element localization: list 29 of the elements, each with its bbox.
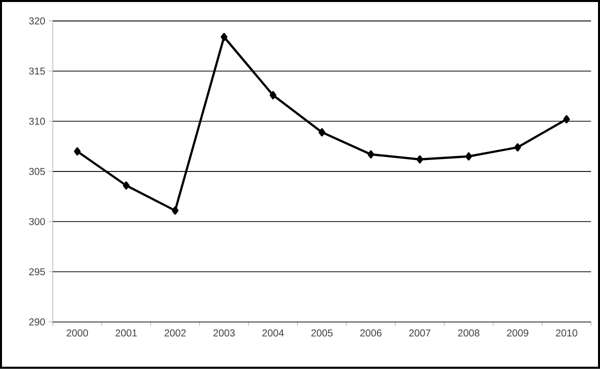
- x-tick-label: 2010: [556, 330, 578, 337]
- y-tick-label: 295: [29, 268, 45, 276]
- x-tick-label: 2002: [164, 330, 186, 337]
- x-tick-label: 2009: [507, 330, 528, 337]
- point: [368, 150, 374, 159]
- point: [416, 155, 424, 164]
- x-tick-label: 2000: [66, 330, 88, 337]
- point: [74, 147, 81, 156]
- y-tick-label: 305: [29, 168, 45, 176]
- x-tick-label: 2003: [213, 330, 235, 337]
- y-tick-label: 290: [29, 318, 45, 326]
- y-tick-label: 310: [29, 118, 45, 125]
- point: [563, 115, 570, 124]
- point: [172, 206, 178, 215]
- y-tick-label: 315: [29, 68, 45, 75]
- x-tick-label: 2005: [311, 330, 333, 337]
- x-tick-label: 2006: [360, 330, 382, 337]
- point: [122, 181, 130, 190]
- point: [270, 91, 276, 100]
- x-tick-label: 2004: [262, 330, 284, 337]
- point: [514, 143, 521, 152]
- point: [220, 33, 228, 42]
- x-tick-label: 2007: [409, 330, 430, 337]
- x-tick-label: 2001: [116, 330, 137, 337]
- y-tick-label: 300: [29, 218, 45, 226]
- x-tick-label: 2008: [458, 330, 480, 337]
- point: [465, 152, 472, 161]
- y-tick-label: 320: [29, 18, 45, 25]
- point: [318, 128, 326, 136]
